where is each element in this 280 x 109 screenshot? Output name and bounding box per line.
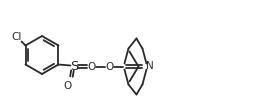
Text: O: O bbox=[87, 61, 95, 72]
Text: O: O bbox=[105, 61, 114, 72]
Text: Cl: Cl bbox=[11, 32, 22, 43]
Text: S: S bbox=[70, 60, 79, 73]
Text: N: N bbox=[146, 60, 153, 71]
Text: O: O bbox=[63, 81, 72, 90]
